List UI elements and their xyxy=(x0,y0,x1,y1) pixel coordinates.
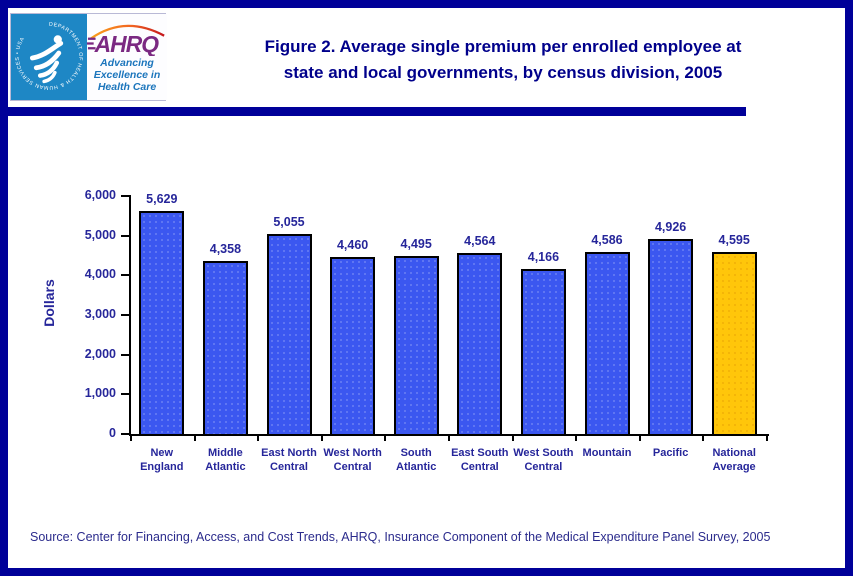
y-tick-mark xyxy=(121,274,130,277)
y-tick-mark xyxy=(121,393,130,396)
y-tick-mark xyxy=(121,314,130,316)
bar-value-national-average: 4,595 xyxy=(718,232,750,247)
bar-national-average xyxy=(711,251,757,434)
figure-title-line-2: state and local governments, by census d… xyxy=(283,63,723,82)
bar-value-south-atlantic: 4,495 xyxy=(400,236,432,251)
bar-value-mountain: 4,586 xyxy=(591,233,623,248)
x-tick-mark xyxy=(257,436,260,441)
x-label-pacific: Pacific xyxy=(652,447,689,459)
bar-south-atlantic xyxy=(393,255,439,434)
tagline-line: Health Care xyxy=(97,81,157,93)
x-tick-mark xyxy=(638,436,641,441)
plot-area: 5,629 4,358 5,055 4,460 4,495 4,564 4,166 4,586… xyxy=(130,192,766,434)
x-label-west-north-central: West North Central xyxy=(323,447,382,473)
bar-middle-atlantic xyxy=(202,261,248,434)
bar-west-south-central xyxy=(520,268,566,434)
bar-chart: Dollars 5,629 4,358 5,055 4,460 4,495 4,564 4,… xyxy=(8,8,845,568)
x-tick-mark xyxy=(448,436,450,441)
x-label-new-england: New England xyxy=(140,447,184,473)
y-tick-mark xyxy=(121,433,130,435)
y-tick-label: 1,000 xyxy=(84,386,116,401)
x-label-middle-atlantic: Middle Atlantic xyxy=(205,447,246,473)
x-tick-mark xyxy=(384,436,387,441)
figure-title: Figure 2. Average single premium per enr… xyxy=(163,34,843,86)
bar-value-new-england: 5,629 xyxy=(146,191,178,206)
x-tick-mark xyxy=(320,436,323,441)
source-note: Source: Center for Financing, Access, an… xyxy=(30,530,771,544)
x-axis-line xyxy=(129,434,769,436)
x-tick-mark xyxy=(193,436,196,441)
y-axis-line xyxy=(129,195,131,436)
y-tick-label: 5,000 xyxy=(84,227,116,242)
x-label-south-atlantic: South Atlantic xyxy=(396,447,437,473)
bar-value-west-north-central: 4,460 xyxy=(336,238,369,253)
bar-new-england xyxy=(139,210,185,434)
bar-pacific xyxy=(648,238,694,434)
y-tick-mark xyxy=(121,353,130,356)
x-label-east-south-central: East South Central xyxy=(451,447,509,473)
hhs-eagle-icon: DEPARTMENT OF HEALTH & HUMAN SERVICES • … xyxy=(15,22,83,91)
tagline-line: Advancing xyxy=(100,57,154,69)
tagline-line: Excellence in xyxy=(93,69,161,81)
x-tick-mark xyxy=(702,436,705,441)
x-tick-mark xyxy=(575,436,578,441)
ahrq-logo: AHRQ Advancing Excellence in Health Care xyxy=(87,14,167,100)
x-label-west-south-central: West South Central xyxy=(513,447,574,473)
y-tick-label: 2,000 xyxy=(84,346,116,361)
bar-value-middle-atlantic: 4,358 xyxy=(209,242,242,257)
figure-title-line-1: Figure 2. Average single premium per enr… xyxy=(264,37,742,56)
x-tick-mark xyxy=(511,436,514,441)
x-label-east-north-central: East North Central xyxy=(261,447,317,473)
bar-mountain xyxy=(584,252,630,434)
ahrq-tagline: Advancing Excellence in Health Care xyxy=(94,57,161,93)
agency-logo-block: DEPARTMENT OF HEALTH & HUMAN SERVICES • … xyxy=(10,13,167,101)
x-tick-mark xyxy=(130,436,132,441)
bar-east-south-central xyxy=(457,253,503,434)
bar-value-west-south-central: 4,166 xyxy=(527,249,560,264)
y-tick-label: 6,000 xyxy=(84,188,116,202)
header-divider xyxy=(8,107,746,116)
svg-text:AHRQ: AHRQ xyxy=(94,31,160,56)
bar-west-north-central xyxy=(330,257,376,434)
y-tick-mark xyxy=(121,195,130,197)
bar-value-east-south-central: 4,564 xyxy=(464,234,496,248)
hhs-logo: DEPARTMENT OF HEALTH & HUMAN SERVICES • … xyxy=(11,14,87,100)
y-tick-label: 4,000 xyxy=(84,267,116,282)
bar-value-east-north-central: 5,055 xyxy=(273,214,305,229)
x-tick-mark xyxy=(766,436,768,441)
bar-east-north-central xyxy=(266,233,312,434)
ahrq-wordmark-icon: AHRQ xyxy=(87,24,165,56)
x-label-national-average: National Average xyxy=(712,447,756,473)
y-tick-label: 3,000 xyxy=(84,307,116,321)
y-tick-mark xyxy=(121,234,130,237)
bar-value-pacific: 4,926 xyxy=(654,219,687,234)
x-label-mountain: Mountain xyxy=(582,447,632,459)
y-tick-label: 0 xyxy=(109,426,116,440)
